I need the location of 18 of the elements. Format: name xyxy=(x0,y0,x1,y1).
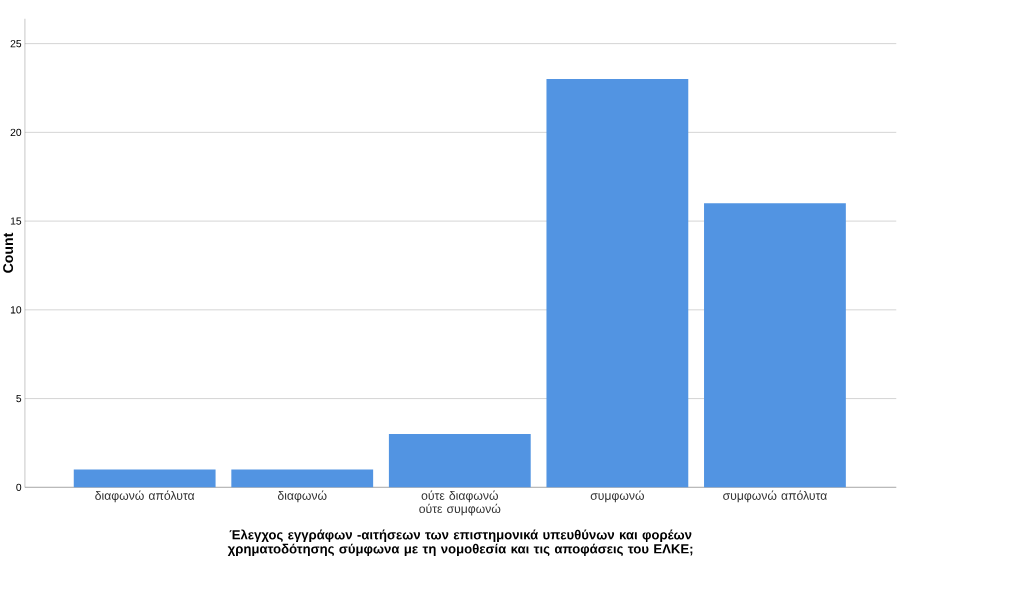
bar xyxy=(73,469,216,488)
y-tick-label: 0 xyxy=(16,483,22,492)
y-tick-label: 5 xyxy=(16,395,22,403)
bar xyxy=(546,79,689,488)
y-tick-label: 15 xyxy=(10,217,22,225)
x-tick-label: ούτε διαφωνώ ούτε συμφωνώ xyxy=(419,490,501,516)
x-tick-label: διαφωνώ xyxy=(277,490,327,503)
y-tick-label: 25 xyxy=(10,40,22,48)
x-axis-title: Έλεγχος εγγράφων -αιτήσεων των επιστημονικά υπευθύνων και φορέων χρηματοδότησης σύμφωνα με τη νομοθεσία και τις αποφάσεις του ΕΛΚΕ; xyxy=(227,529,693,557)
bar xyxy=(231,469,374,488)
y-axis-title: Count xyxy=(3,232,14,273)
bar xyxy=(388,434,531,488)
x-tick-label: συμφωνώ απόλυτα xyxy=(723,490,827,503)
y-tick-label: 20 xyxy=(10,128,22,137)
x-tick-label: διαφωνώ απόλυτα xyxy=(95,490,195,503)
y-tick-label: 10 xyxy=(10,306,22,314)
x-tick-label: συμφωνώ xyxy=(590,490,645,503)
bar xyxy=(704,203,846,488)
